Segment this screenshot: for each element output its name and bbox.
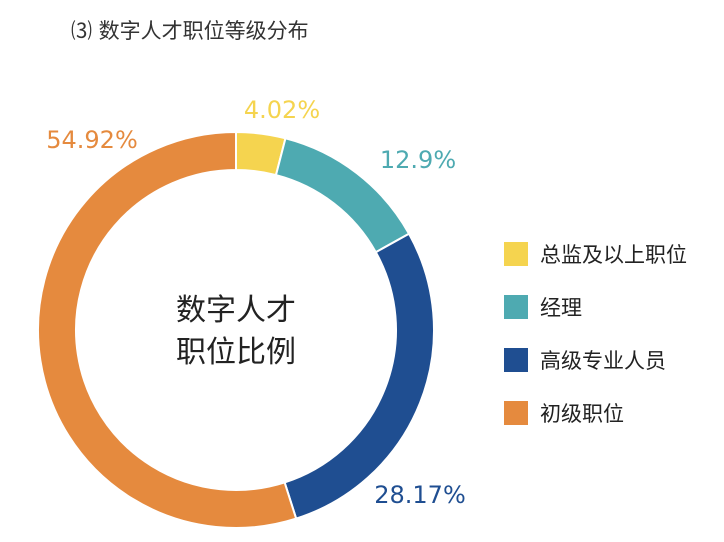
center-label-line-2: 职位比例 [176, 335, 296, 370]
pct-label-manager: 12.9% [380, 146, 456, 174]
pct-label-junior: 54.92% [46, 126, 138, 154]
legend: 总监及以上职位 经理 高级专业人员 初级职位 [504, 240, 687, 452]
legend-swatch-junior [504, 400, 528, 425]
legend-item-manager: 经理 [504, 293, 687, 320]
legend-item-senior: 高级专业人员 [504, 346, 687, 373]
chart-title: ⑶ 数字人才职位等级分布 [71, 19, 309, 43]
legend-label-director: 总监及以上职位 [540, 242, 687, 267]
legend-item-junior: 初级职位 [504, 399, 687, 426]
legend-label-manager: 经理 [540, 295, 582, 320]
donut-slices [37, 130, 435, 529]
percentage-labels: 4.02% 12.9% 28.17% 54.92% [46, 96, 466, 509]
legend-swatch-senior [504, 347, 528, 372]
center-label-line-1: 数字人才 [176, 293, 296, 328]
slice-senior [283, 232, 435, 520]
legend-swatch-director [504, 241, 528, 266]
slice-junior [37, 130, 298, 529]
legend-label-senior: 高级专业人员 [540, 348, 666, 373]
legend-item-director: 总监及以上职位 [504, 240, 687, 267]
legend-swatch-manager [504, 294, 528, 319]
pct-label-senior: 28.17% [374, 481, 466, 509]
pct-label-director: 4.02% [244, 96, 320, 124]
legend-label-junior: 初级职位 [540, 401, 624, 426]
